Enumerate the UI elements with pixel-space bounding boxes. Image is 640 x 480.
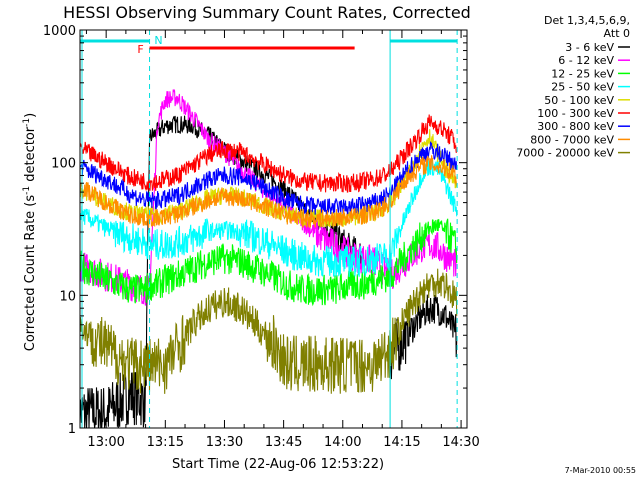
flare-flag-label: F — [137, 43, 143, 56]
footer-timestamp: 7-Mar-2010 00:55 — [565, 466, 636, 475]
series-line — [79, 218, 458, 307]
x-tick-label: 13:15 — [147, 435, 184, 450]
y-tick-label: 1000 — [43, 24, 76, 39]
x-axis-label: Start Time (22-Aug-06 12:53:22) — [172, 457, 384, 472]
legend-label: 800 - 7000 keV — [530, 133, 614, 146]
x-tick-label: 13:00 — [87, 435, 124, 450]
x-tick-label: 14:15 — [383, 435, 420, 450]
chart-title: HESSI Observing Summary Count Rates, Cor… — [63, 3, 471, 22]
series-line — [79, 114, 458, 193]
series-line — [79, 158, 458, 277]
y-axis-label: Corrected Count Rate (s-1 detector-1) — [22, 113, 38, 351]
plot-frame — [79, 29, 468, 429]
legend-label: 100 - 300 keV — [537, 107, 614, 120]
legend-label: 6 - 12 keV — [558, 54, 614, 67]
marker-layer: FN — [80, 30, 458, 428]
x-tick-label: 14:00 — [324, 435, 361, 450]
legend-label: 25 - 50 keV — [551, 81, 614, 94]
y-tick-label: 100 — [51, 157, 76, 172]
legend-label: 50 - 100 keV — [544, 94, 614, 107]
legend-label: 3 - 6 keV — [565, 41, 614, 54]
y-tick-label: 10 — [59, 289, 76, 304]
night-flag-label: N — [154, 34, 162, 47]
series-line — [79, 268, 458, 394]
legend-header-line2: Att 0 — [604, 27, 630, 40]
legend-label: 7000 - 20000 keV — [516, 147, 614, 160]
axes-layer: 1 10 100 1000 13:00 13:15 13:30 13:45 14:00 14:15… — [43, 24, 480, 450]
legend-label: 300 - 800 keV — [537, 120, 614, 133]
x-tick-label: 14:30 — [442, 435, 479, 450]
x-tick-label: 13:45 — [265, 435, 302, 450]
legend-header-line1: Det 1,3,4,5,6,9, — [544, 14, 630, 27]
legend-label: 12 - 25 keV — [551, 67, 614, 80]
series-line — [79, 155, 458, 229]
data-layer — [79, 89, 458, 429]
y-tick-label: 1 — [68, 422, 76, 437]
x-tick-label: 13:30 — [206, 435, 243, 450]
